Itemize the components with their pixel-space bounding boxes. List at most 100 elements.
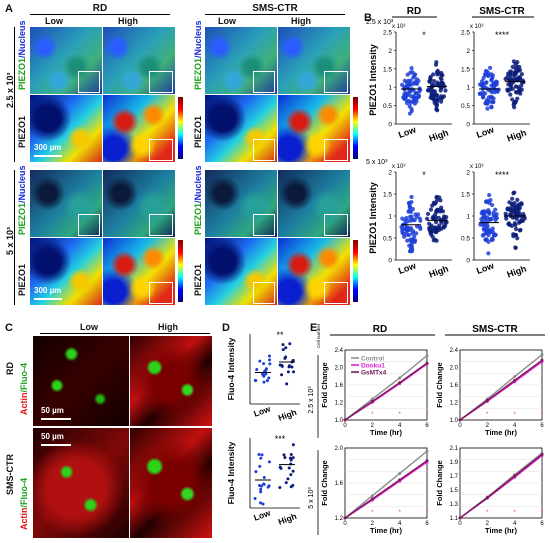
data-point [512,105,517,110]
y-unit: x 10³ [392,24,405,30]
data-point [253,378,257,382]
inset-box [253,214,275,236]
data-point [428,77,433,83]
data-point [258,464,262,468]
data-point [441,225,447,230]
data-point [405,238,410,243]
x-label-high: High [428,263,450,279]
significance-mark: **** [495,30,510,40]
sms-row-label-piezo: PIEZO1 [193,57,203,90]
data-point [510,86,515,91]
data-point [266,485,270,489]
data-point [257,483,261,487]
data-point [435,108,440,113]
scale-bar-label: 300 µm [34,286,62,295]
data-point [414,231,419,236]
row-label-piezo-nucleus: PIEZO1/Nucleus [17,20,27,90]
y-tick-label: 2.1 [450,446,459,452]
x-tick-label: 4 [513,423,517,429]
data-point [429,82,435,87]
significance-mark: * [541,510,544,516]
data-point [262,476,266,480]
panel-c-high-underline [130,333,210,334]
series-line-gsmtx4 [459,359,543,421]
y-tick-label: 0 [388,122,392,129]
series-point [425,354,429,358]
data-point [268,362,272,366]
scale-bar [34,298,62,300]
data-point [440,95,445,100]
row-label-piezo-2: PIEZO1 [17,202,27,235]
data-point [267,354,271,358]
data-point [409,241,414,246]
y-tick-label: 1.2 [335,516,344,522]
data-point [481,232,486,237]
panel-c-letter: C [5,322,13,334]
series-line-gsmtx4 [459,453,543,519]
data-point [486,73,491,78]
y-tick-label: 2.0 [450,366,459,372]
series-point [343,516,347,520]
fluo-label-2: /Fluo-4 [19,478,29,508]
rd-low-nucleus-image-2 [30,170,102,237]
data-point [291,456,295,460]
x-label-high: High [506,263,528,279]
data-point [439,77,444,82]
data-point [407,204,412,210]
x-label-high: High [277,407,298,423]
x-tick-label: 0 [458,423,462,429]
row-label-nucleus-2: /Nucleus [17,165,27,203]
data-point [509,201,514,206]
data-point [289,473,293,477]
data-point [265,379,269,383]
actin-label: Actin [19,392,29,416]
inset-box [149,139,173,161]
data-point [437,195,442,200]
series-point [398,376,402,380]
data-point [264,368,268,372]
series-point [398,471,402,475]
series-point [458,516,462,520]
data-point [487,229,492,234]
data-point [279,466,283,470]
data-point [433,62,439,67]
data-point [406,78,411,83]
sms-high-fluo-image [130,428,212,538]
data-point [261,372,265,376]
inset-box [149,71,173,93]
significance-mark: * [398,412,401,418]
data-point [437,223,442,228]
series-point [425,361,429,365]
series-line-gsmtx4 [344,362,428,421]
data-point [435,80,440,85]
data-point [489,202,495,208]
actin-label-2: Actin [19,507,29,531]
data-point [405,227,411,233]
data-point [517,86,522,91]
data-point [429,91,434,97]
x-tick-label: 0 [343,423,347,429]
legend-label: Control [361,356,384,363]
y-unit: x 10³ [470,24,483,30]
sms-row-label-piezo-nucleus-2: PIEZO1/Nucleus [193,165,203,235]
panel-a-rd-underline [30,14,170,15]
scale-bar [41,418,71,420]
data-point [489,89,494,95]
panel-c-row-sms: SMS-CTR [5,454,15,495]
significance-mark: * [398,510,401,516]
data-point [290,365,294,369]
y-tick-label: 0.5 [461,236,470,243]
y-tick-label: 1 [388,85,392,92]
series-point [370,399,374,403]
data-point [508,92,513,97]
data-point [414,224,420,229]
data-point [510,196,515,201]
x-label-low: Low [475,124,496,140]
data-point [259,501,263,505]
data-point [512,204,518,209]
data-point [507,222,512,228]
data-point [259,456,263,460]
y-tick-label: 1 [388,214,392,221]
series-point [343,418,347,422]
row-label-piezo-nucleus-2: PIEZO1/Nucleus [17,165,27,235]
